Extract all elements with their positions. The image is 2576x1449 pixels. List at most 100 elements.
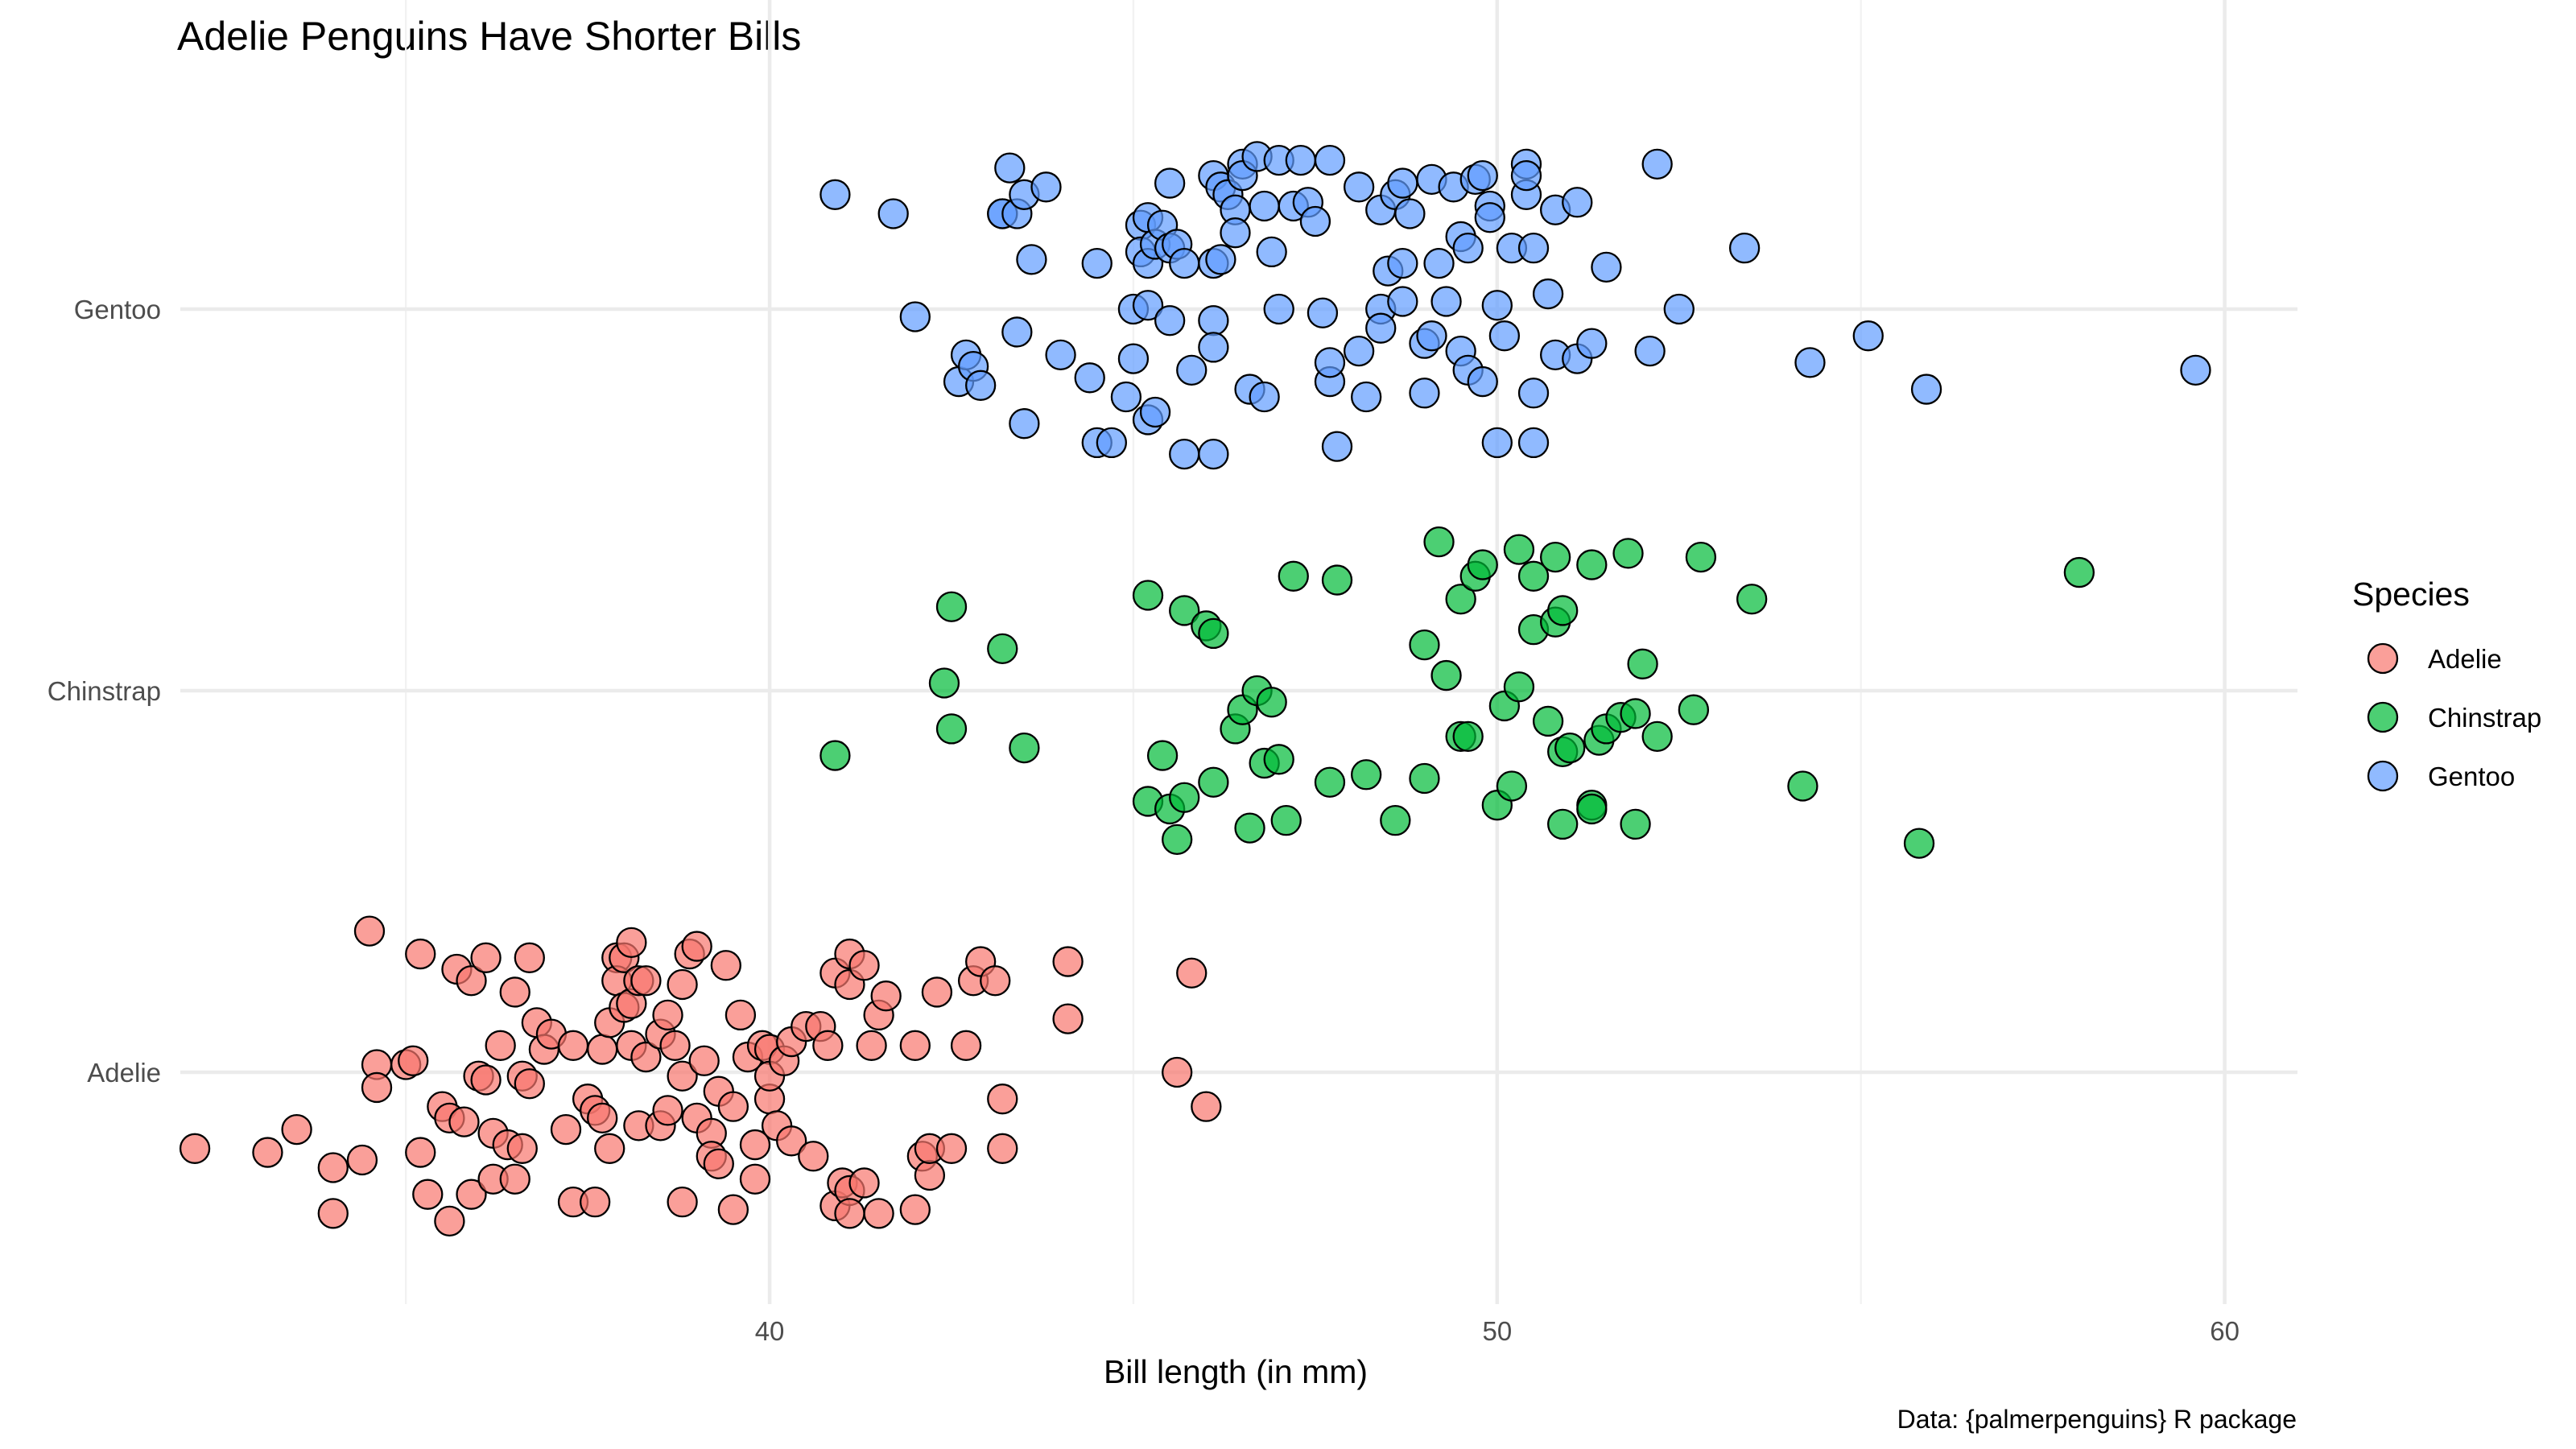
data-point-gentoo [994, 152, 1026, 184]
data-point-adelie [514, 942, 545, 973]
data-point-chinstrap [1787, 770, 1818, 802]
data-point-gentoo [1198, 438, 1229, 470]
data-point-adelie [987, 1133, 1018, 1164]
x-axis-tick-labels: 40 50 60 [755, 1316, 2240, 1346]
data-point-gentoo [1488, 320, 1521, 352]
data-point-adelie [848, 1167, 880, 1199]
data-point-gentoo [1198, 332, 1229, 363]
legend-title: Species [2352, 576, 2470, 613]
data-point-chinstrap [1678, 694, 1710, 725]
data-point-adelie [1162, 1056, 1193, 1088]
data-point-adelie [776, 1125, 807, 1157]
data-point-chinstrap [1641, 720, 1673, 753]
data-point-gentoo [1132, 290, 1164, 321]
data-point-adelie [557, 1030, 589, 1061]
data-point-gentoo [1220, 217, 1251, 249]
data-point-chinstrap [1445, 584, 1476, 615]
data-point-adelie [899, 1030, 931, 1061]
data-point-chinstrap [1278, 560, 1309, 592]
data-point-gentoo [1110, 381, 1142, 413]
data-point-adelie [514, 1068, 545, 1100]
data-point-adelie [630, 1041, 662, 1073]
data-point-gentoo [1562, 187, 1593, 218]
data-point-adelie [405, 1137, 436, 1168]
data-point-chinstrap [1736, 584, 1768, 615]
data-point-chinstrap [1256, 687, 1287, 718]
data-point-gentoo [1154, 167, 1186, 199]
data-point-adelie [1052, 1003, 1084, 1034]
data-point-gentoo [1249, 381, 1280, 413]
data-point-chinstrap [2063, 556, 2095, 588]
data-point-gentoo [1314, 347, 1346, 378]
data-point-adelie [179, 1133, 211, 1164]
data-point-chinstrap [1198, 766, 1229, 798]
data-point-gentoo [1641, 148, 1673, 180]
data-point-chinstrap [987, 633, 1018, 665]
data-point-gentoo [1910, 374, 1942, 405]
data-point-adelie [506, 1133, 538, 1164]
data-point-chinstrap [928, 667, 960, 699]
data-point-gentoo [1387, 247, 1418, 279]
legend-items: Adelie Chinstrap Gentoo [2367, 642, 2541, 792]
data-point-gentoo [1351, 381, 1382, 413]
data-point-gentoo [1343, 335, 1375, 367]
data-point-adelie [1176, 957, 1208, 989]
data-point-gentoo [877, 198, 909, 229]
data-point-chinstrap [1503, 671, 1535, 703]
data-point-gentoo [1481, 427, 1513, 459]
legend-label-adelie: Adelie [2428, 644, 2502, 674]
data-point-gentoo [1343, 171, 1375, 203]
data-point-adelie [499, 1163, 530, 1195]
data-point-gentoo [1263, 293, 1294, 325]
data-point-adelie [921, 976, 953, 1008]
data-point-adelie [550, 1113, 582, 1146]
data-point-adelie [848, 950, 880, 981]
data-point-adelie [812, 1030, 844, 1061]
data-point-adelie [448, 1106, 480, 1137]
data-point-gentoo [1394, 198, 1426, 229]
data-point-adelie [652, 999, 683, 1031]
data-point-adelie [935, 1133, 968, 1164]
data-point-chinstrap [1009, 732, 1040, 764]
data-point-chinstrap [935, 591, 968, 622]
data-point-gentoo [1387, 167, 1418, 199]
data-point-adelie [739, 1163, 771, 1195]
data-point-gentoo [1285, 144, 1316, 176]
data-point-chinstrap [1263, 744, 1294, 775]
data-point-gentoo [1467, 365, 1498, 398]
data-point-chinstrap [1162, 824, 1193, 856]
data-point-chinstrap [1270, 805, 1302, 836]
data-point-gentoo [1299, 205, 1331, 237]
data-point-chinstrap [1452, 720, 1484, 753]
data-point-gentoo [1634, 335, 1666, 367]
data-point-adelie [580, 1187, 611, 1218]
data-point-chinstrap [1314, 766, 1346, 798]
y-axis-tick-labels: Adelie Chinstrap Gentoo [47, 295, 161, 1088]
data-point-adelie [717, 1194, 749, 1225]
data-point-adelie [724, 999, 757, 1031]
data-point-gentoo [1663, 293, 1695, 325]
x-tick-label: 60 [2210, 1316, 2240, 1346]
data-point-gentoo [1139, 396, 1171, 428]
data-point-gentoo [965, 369, 997, 401]
data-point-gentoo [1532, 278, 1564, 310]
data-point-chinstrap [1409, 629, 1440, 661]
data-point-adelie [667, 1060, 698, 1092]
data-point-chinstrap [1620, 698, 1651, 729]
data-point-chinstrap [1321, 564, 1353, 596]
data-point-chinstrap [1685, 541, 1717, 573]
data-point-gentoo [1728, 233, 1761, 264]
data-point-adelie [863, 1198, 894, 1229]
data-point-adelie [834, 1198, 865, 1229]
data-point-chinstrap [1576, 793, 1608, 825]
data-point-adelie [499, 976, 530, 1008]
data-point-adelie [587, 1102, 618, 1134]
data-point-gentoo [2180, 354, 2211, 386]
data-point-chinstrap [1627, 648, 1658, 679]
data-point-gentoo [1030, 171, 1062, 203]
data-point-chinstrap [1539, 541, 1571, 573]
y-tick-label: Adelie [87, 1058, 161, 1088]
data-point-adelie [470, 1064, 502, 1096]
data-point-gentoo [1365, 312, 1397, 344]
data-point-adelie [856, 1030, 887, 1061]
